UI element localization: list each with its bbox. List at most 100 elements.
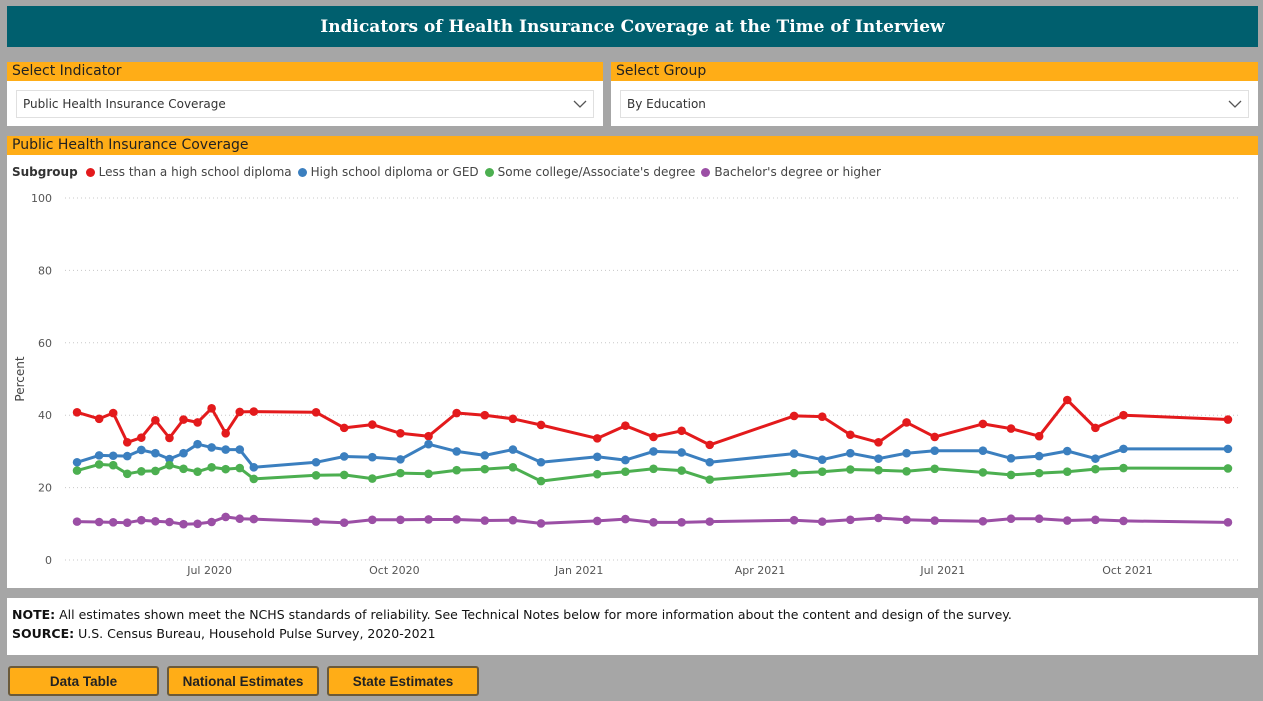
- data-point: [122, 438, 132, 447]
- data-point: [978, 446, 988, 455]
- data-point: [930, 516, 940, 525]
- source-text: U.S. Census Bureau, Household Pulse Surv…: [74, 626, 436, 641]
- data-point: [249, 463, 259, 472]
- data-point: [1091, 454, 1100, 463]
- data-point: [72, 408, 82, 417]
- data-point: [137, 467, 146, 476]
- legend-swatch: [701, 167, 711, 177]
- data-point: [902, 448, 911, 458]
- data-point: [789, 468, 799, 478]
- data-point: [789, 411, 799, 421]
- national-estimates-button[interactable]: National Estimates: [167, 666, 319, 696]
- data-point: [705, 440, 715, 450]
- data-point: [1091, 515, 1100, 525]
- data-point: [621, 421, 630, 430]
- data-point: [705, 475, 715, 484]
- legend-label: High school diploma or GED: [310, 165, 479, 179]
- data-point: [249, 514, 259, 524]
- data-point: [1119, 444, 1128, 454]
- x-tick-label: Oct 2021: [1102, 564, 1153, 577]
- data-point: [179, 448, 188, 458]
- data-point: [339, 423, 349, 433]
- data-point: [122, 518, 132, 528]
- legend-item[interactable]: Bachelor's degree or higher: [701, 165, 881, 179]
- data-point: [902, 515, 911, 525]
- data-point: [1006, 470, 1016, 480]
- data-point: [151, 415, 160, 425]
- data-point: [311, 408, 321, 417]
- y-tick-label: 60: [38, 337, 52, 350]
- y-axis-label: Percent: [13, 356, 27, 401]
- data-point: [705, 517, 715, 526]
- data-point: [165, 454, 174, 464]
- data-point: [179, 415, 188, 424]
- data-point: [480, 451, 490, 460]
- data-point: [480, 464, 490, 474]
- note-text: All estimates shown meet the NCHS standa…: [55, 607, 1012, 622]
- legend-title: Subgroup: [12, 165, 78, 179]
- group-dropdown[interactable]: By Education: [620, 90, 1249, 118]
- data-point: [108, 408, 118, 418]
- y-tick-label: 40: [38, 409, 52, 422]
- data-point: [339, 452, 349, 461]
- data-point: [1034, 468, 1044, 478]
- data-point: [94, 451, 104, 460]
- data-point: [221, 445, 230, 454]
- indicator-dropdown[interactable]: Public Health Insurance Coverage: [16, 90, 594, 118]
- data-point: [592, 434, 602, 443]
- y-tick-label: 20: [38, 482, 52, 495]
- data-point: [930, 432, 940, 442]
- data-point: [424, 431, 433, 441]
- group-label: Select Group: [611, 62, 1258, 81]
- data-point: [930, 446, 940, 455]
- legend-item[interactable]: Less than a high school diploma: [85, 165, 292, 179]
- data-point: [94, 517, 104, 527]
- data-point: [452, 515, 461, 524]
- data-point: [249, 474, 259, 484]
- line-chart: Percent 0 20 40 60 80 100 Jul 2020 Oct 2020 Jan…: [13, 192, 1240, 577]
- chevron-down-icon: [1228, 100, 1242, 108]
- data-point: [592, 516, 602, 526]
- data-point: [193, 467, 202, 476]
- data-point: [339, 518, 349, 528]
- data-point: [1091, 423, 1100, 433]
- data-point: [311, 457, 321, 467]
- data-point: [396, 455, 405, 464]
- x-tick-label: Jul 2020: [186, 564, 232, 577]
- data-point: [978, 516, 988, 526]
- data-point: [677, 466, 686, 475]
- data-point: [1223, 444, 1233, 454]
- data-point: [94, 460, 104, 469]
- x-tick-label: Oct 2020: [369, 564, 420, 577]
- data-point: [817, 455, 827, 465]
- legend-label: Some college/Associate's degree: [497, 165, 696, 179]
- data-table-button[interactable]: Data Table: [8, 666, 159, 696]
- indicator-value: Public Health Insurance Coverage: [23, 97, 226, 111]
- notes-panel: NOTE: All estimates shown meet the NCHS …: [7, 598, 1258, 655]
- data-point: [165, 433, 174, 443]
- data-point: [108, 518, 118, 527]
- data-point: [193, 418, 202, 427]
- state-estimates-button[interactable]: State Estimates: [327, 666, 479, 696]
- data-point: [179, 519, 188, 529]
- data-point: [1034, 431, 1044, 441]
- data-point: [1091, 464, 1100, 474]
- data-point: [978, 419, 988, 429]
- data-point: [311, 517, 321, 526]
- chevron-down-icon: [573, 100, 587, 108]
- data-point: [874, 513, 883, 523]
- data-point: [193, 519, 202, 529]
- legend-item[interactable]: High school diploma or GED: [297, 165, 479, 179]
- legend-item[interactable]: Some college/Associate's degree: [484, 165, 696, 179]
- data-point: [165, 460, 174, 470]
- data-point: [536, 420, 546, 430]
- group-panel: Select Group By Education: [611, 62, 1258, 126]
- data-point: [424, 515, 433, 524]
- data-point: [122, 451, 132, 461]
- chart-title: Public Health Insurance Coverage: [7, 136, 1258, 155]
- data-point: [649, 447, 658, 456]
- data-point: [978, 468, 988, 477]
- data-point: [207, 443, 216, 452]
- indicator-panel: Select Indicator Public Health Insurance…: [7, 62, 603, 126]
- data-point: [874, 465, 883, 475]
